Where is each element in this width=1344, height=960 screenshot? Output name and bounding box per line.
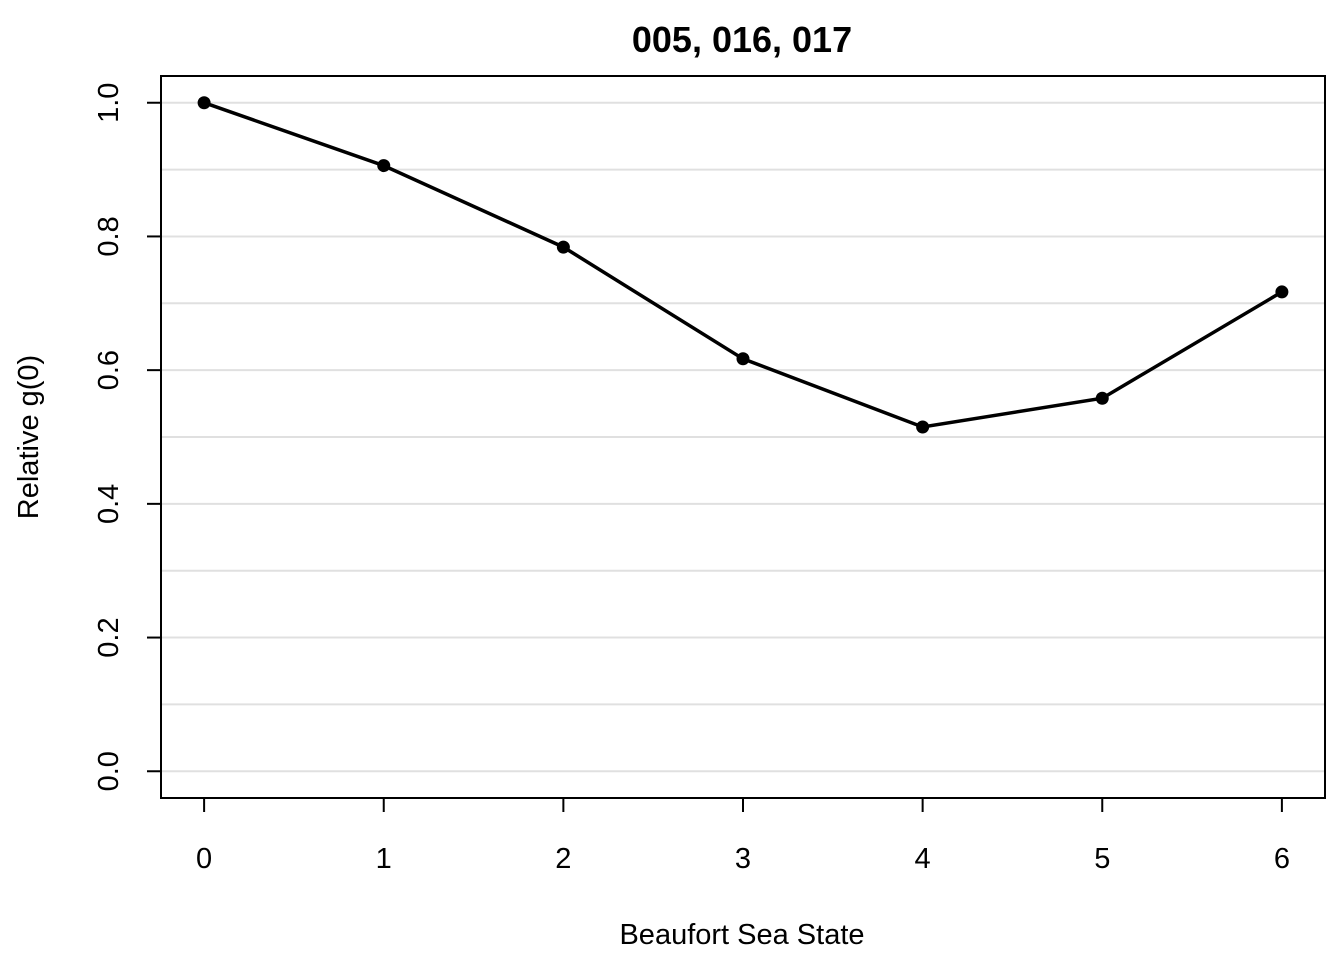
grid-lines <box>161 101 1325 773</box>
series <box>197 96 1289 434</box>
y-tick-label: 1.0 <box>93 83 125 123</box>
x-tick-label: 0 <box>196 843 212 875</box>
x-tick-label: 2 <box>555 843 571 875</box>
chart-title: 005, 016, 017 <box>632 19 852 60</box>
y-tick-label: 0.6 <box>93 350 125 390</box>
y-tick-label: 0.2 <box>93 617 125 657</box>
y-axis-label: Relative g(0) <box>13 355 45 519</box>
data-point <box>377 159 391 173</box>
x-tick-label: 3 <box>735 843 751 875</box>
x-tick-label: 1 <box>376 843 392 875</box>
y-tick-label: 0.0 <box>93 751 125 791</box>
x-tick-label: 5 <box>1094 843 1110 875</box>
x-axis: 0 1 2 3 4 5 6 <box>196 798 1290 875</box>
x-tick-label: 4 <box>915 843 931 875</box>
series-line <box>203 101 1283 429</box>
data-point <box>736 352 750 366</box>
data-point <box>1095 391 1109 405</box>
data-point <box>916 420 930 434</box>
y-axis: 0.0 0.2 0.4 0.6 0.8 1.0 <box>93 83 161 791</box>
y-tick-label: 0.8 <box>93 216 125 256</box>
data-point <box>197 96 211 110</box>
data-point <box>1275 285 1289 299</box>
x-tick-label: 6 <box>1274 843 1290 875</box>
x-axis-label: Beaufort Sea State <box>619 919 864 951</box>
y-tick-label: 0.4 <box>93 484 125 524</box>
data-point <box>556 240 570 254</box>
